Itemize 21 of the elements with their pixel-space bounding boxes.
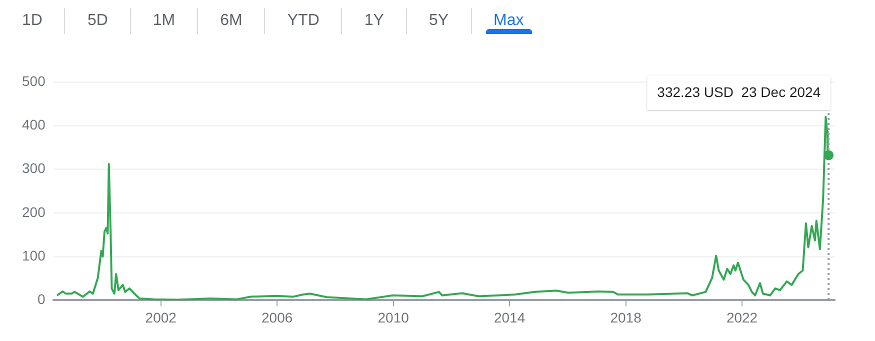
x-tick-label: 2006 <box>262 309 293 326</box>
text: 1D <box>22 12 42 30</box>
x-tick-label: 2010 <box>378 309 410 326</box>
text: Max <box>494 12 524 30</box>
text: YTD <box>287 12 320 30</box>
y-tick-label: 0 <box>38 291 46 308</box>
x-tick-label: 2022 <box>726 309 758 326</box>
y-tick-label: 500 <box>22 72 46 89</box>
text: 5D <box>87 12 108 30</box>
x-tick-label: 2014 <box>494 309 526 326</box>
x-tick-label: 2002 <box>145 309 177 326</box>
x-tick-label: 2018 <box>610 309 642 326</box>
text: 6M <box>220 12 242 30</box>
annotation: 332.23 USD 23 Dec 2024 <box>657 84 821 100</box>
text: 1Y <box>364 12 384 30</box>
y-tick-label: 200 <box>22 204 46 220</box>
text: 1M <box>152 12 176 30</box>
text: 5Y <box>428 12 449 30</box>
y-tick-label: 300 <box>22 160 46 176</box>
y-tick-label: 100 <box>22 247 46 264</box>
y-tick-label: 400 <box>22 116 46 132</box>
